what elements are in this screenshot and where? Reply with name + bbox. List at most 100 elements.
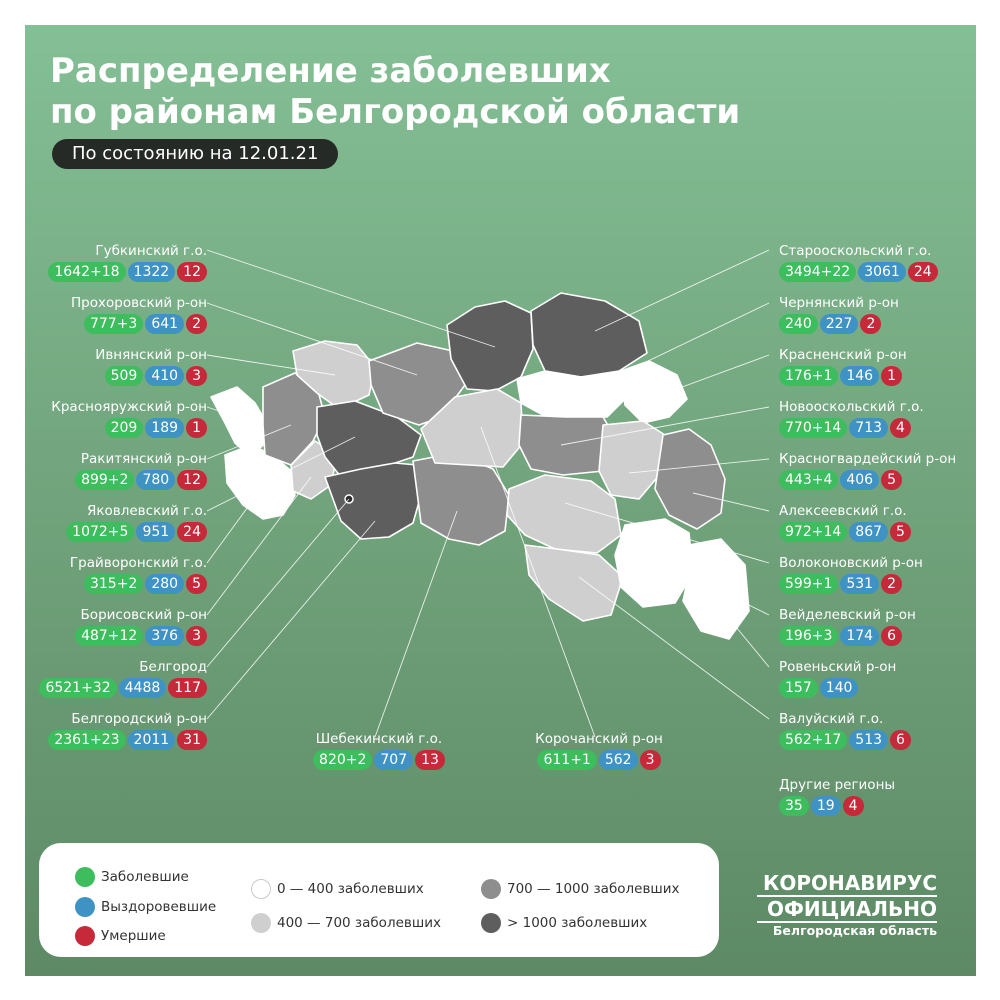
legend-label: Заболевшие (101, 869, 189, 885)
district-name: Валуйский г.о. (779, 711, 884, 727)
title-line-1: Распределение заболевших (50, 51, 611, 91)
district-name: Вейделевский р-он (779, 607, 916, 623)
leader-ivnyansky (206, 354, 336, 376)
recovered-count: 19 (810, 796, 841, 816)
leader-krasnoyaruzhsky (206, 406, 238, 418)
infected-count: 777+3 (83, 314, 144, 334)
infected-count: 443+4 (779, 470, 839, 490)
district-label: Яковлевский г.о. 1072+5 951 24 (25, 503, 207, 542)
district-name: Борисовский р-он (80, 607, 207, 623)
leader-krasnensky (654, 354, 770, 398)
legend-item-tier3: 700 — 1000 заболевших (481, 879, 680, 899)
district-volokonovsky (506, 474, 622, 554)
infected-count: 3494+22 (779, 262, 857, 282)
district-name: Корочанский р-он (535, 731, 663, 747)
district-name: Грайворонский г.о. (69, 555, 207, 571)
infected-count: 770+14 (779, 418, 848, 438)
death-count: 3 (639, 750, 661, 770)
death-count: 2 (881, 574, 903, 594)
death-count: 3 (186, 366, 207, 386)
leader-volokonovsky (564, 502, 770, 564)
district-label: Волоконовский р-он 599+1 531 2 (779, 555, 976, 594)
infected-count: 599+1 (779, 574, 839, 594)
infected-count: 35 (779, 796, 809, 816)
leader-rovensky (712, 598, 770, 668)
legend: Заболевшие Выздоровевшие Умершие 0 — 400… (39, 843, 719, 957)
leader-yakovlevsky (206, 436, 356, 512)
legend-label: Умершие (101, 928, 166, 944)
brand-line-3: Белгородская область (757, 921, 937, 939)
district-name: Новооскольский г.о. (779, 399, 924, 415)
legend-label: > 1000 заболевших (507, 915, 648, 931)
death-count: 24 (907, 262, 938, 282)
infected-count: 157 (779, 678, 818, 698)
leader-valuysky (578, 576, 770, 720)
recovered-count: 2011 (127, 730, 176, 750)
death-count: 117 (168, 678, 207, 698)
district-name: Ровеньский р-он (779, 659, 897, 675)
green-dot-icon (75, 867, 95, 887)
leader-alekseevsky (692, 492, 770, 512)
infected-count: 209 (104, 418, 144, 438)
legend-label: 0 — 400 заболевших (277, 881, 424, 897)
recovered-count: 3061 (858, 262, 906, 282)
district-gubkinsky (446, 300, 534, 392)
recovered-count: 174 (840, 626, 880, 646)
dark-gray-dot-icon (481, 913, 501, 933)
light-gray-dot-icon (251, 913, 271, 933)
infected-count: 562+17 (779, 730, 848, 750)
death-count: 2 (860, 314, 882, 334)
leader-gubkinsky (206, 249, 496, 348)
legend-item-tier1: 0 — 400 заболевших (251, 879, 424, 899)
death-count: 2 (186, 314, 207, 334)
recovered-count: 707 (374, 750, 414, 770)
district-label: Ивнянский р-он 509 410 3 (25, 347, 207, 386)
recovered-count: 951 (136, 522, 176, 542)
legend-item-tier2: 400 — 700 заболевших (251, 913, 441, 933)
legend-item-deaths: Умершие (75, 926, 166, 946)
district-name: Белгородский р-он (71, 711, 207, 727)
legend-item-infected: Заболевшие (75, 867, 189, 887)
recovered-count: 140 (819, 678, 859, 698)
death-count: 6 (890, 730, 911, 750)
recovered-count: 867 (849, 522, 889, 542)
death-count: 12 (177, 262, 207, 282)
district-krasnoyaruzhsky (210, 386, 266, 458)
death-count: 31 (177, 730, 207, 750)
date-badge: По состоянию на 12.01.21 (52, 139, 339, 169)
leader-rakityansky (206, 424, 292, 460)
district-alekseevsky (654, 428, 726, 530)
recovered-count: 189 (145, 418, 185, 438)
district-label: Ракитянский р-он 899+2 780 12 (25, 451, 207, 490)
death-count: 24 (177, 522, 207, 542)
district-krasnogvardeysky (598, 420, 666, 500)
district-name: Красненский р-он (779, 347, 907, 363)
recovered-count: 146 (840, 366, 880, 386)
district-starooskolsky (530, 292, 648, 378)
infected-count: 196+3 (779, 626, 839, 646)
legend-item-recovered: Выздоровевшие (75, 897, 216, 917)
death-count: 1 (881, 366, 903, 386)
district-name: Прохоровский р-он (71, 295, 207, 311)
district-chernyansky (516, 370, 628, 420)
recovered-count: 4488 (118, 678, 167, 698)
leader-korochansky (480, 426, 596, 738)
recovered-count: 280 (145, 574, 185, 594)
infected-count: 2361+23 (48, 730, 126, 750)
death-count: 6 (881, 626, 903, 646)
death-count: 4 (842, 796, 864, 816)
death-count: 12 (177, 470, 207, 490)
infected-count: 972+14 (779, 522, 848, 542)
district-name: Губкинский г.о. (95, 243, 207, 259)
leader-borisovsky (206, 476, 312, 616)
district-label: Белгородский р-он 2361+23 2011 31 (25, 711, 207, 750)
recovered-count: 406 (840, 470, 880, 490)
legend-label: 700 — 1000 заболевших (507, 881, 680, 897)
district-name: Волоконовский р-он (779, 555, 923, 571)
leader-chernyansky (572, 302, 770, 398)
district-label: Другие регионы 35 19 4 (779, 777, 976, 816)
district-name: Алексеевский г.о. (779, 503, 907, 519)
brand-line-1: КОРОНАВИРУС (763, 871, 937, 895)
district-label: Алексеевский г.о. 972+14 867 5 (779, 503, 976, 542)
recovered-count: 1322 (127, 262, 176, 282)
